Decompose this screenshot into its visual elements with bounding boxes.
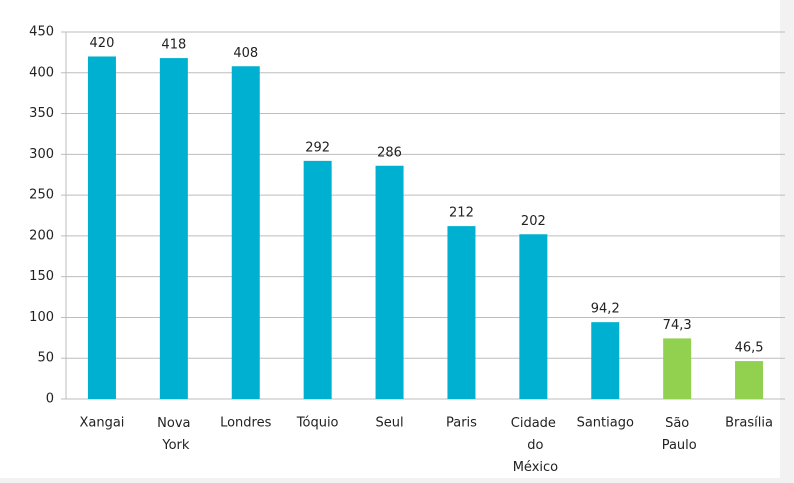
y-tick-label: 450: [29, 25, 54, 40]
x-tick-label: Seul: [375, 416, 403, 431]
bar: [375, 165, 404, 399]
x-tick-label: Xangai: [79, 416, 124, 431]
y-tick-label: 0: [46, 392, 54, 407]
bar: [159, 58, 188, 399]
bar: [519, 234, 548, 399]
y-tick-label: 150: [29, 269, 54, 284]
y-tick-label: 200: [29, 228, 54, 243]
bar: [591, 322, 620, 399]
value-label: 408: [233, 46, 258, 61]
x-tick-label: Londres: [220, 416, 272, 431]
bar: [447, 226, 476, 399]
bar: [663, 338, 692, 399]
value-label: 94,2: [591, 302, 620, 317]
y-tick-label: 100: [29, 310, 54, 325]
value-label: 202: [521, 214, 546, 229]
x-tick-label: Santiago: [577, 416, 634, 431]
y-tick-label: 50: [37, 351, 54, 366]
value-label: 74,3: [663, 318, 692, 333]
x-tick-label: Paris: [446, 416, 477, 431]
x-tick-label: Tóquio: [296, 416, 339, 431]
bar: [87, 56, 116, 399]
x-tick-label: São Paulo: [658, 416, 697, 453]
value-label: 286: [377, 145, 402, 160]
bar: [303, 160, 332, 399]
y-tick-label: 350: [29, 106, 54, 121]
x-tick-label: Brasília: [725, 416, 773, 431]
value-label: 418: [161, 38, 186, 53]
x-tick-label: Nova York: [157, 416, 190, 453]
value-label: 46,5: [735, 341, 764, 356]
value-label: 420: [90, 36, 115, 51]
y-tick-label: 250: [29, 188, 54, 203]
value-label: 292: [305, 140, 330, 155]
bar: [231, 66, 260, 400]
y-tick-label: 300: [29, 147, 54, 162]
bar: [735, 361, 764, 399]
y-tick-label: 400: [29, 65, 54, 80]
x-tick-label: Cidade do México: [509, 416, 559, 475]
value-label: 212: [449, 206, 474, 221]
